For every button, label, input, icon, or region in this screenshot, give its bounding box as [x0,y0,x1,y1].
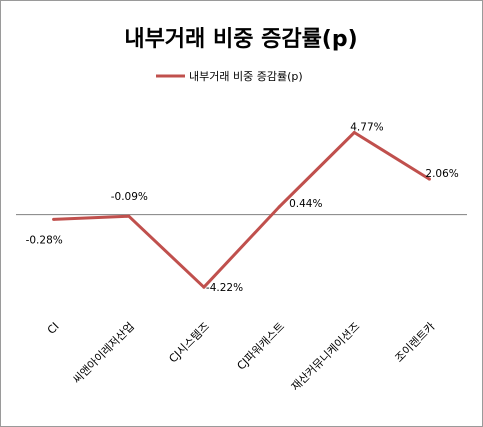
category-label: CJ시스템즈 [166,320,212,366]
data-point [127,214,131,218]
data-label: -0.09% [111,191,148,203]
category-label: CI [45,320,62,337]
category-axis-labels: CI 씨앤아이레저산업 CJ시스템즈 CJ파워캐스트 재산커뮤니케이션즈 조이렌트카 [45,320,438,394]
data-point [352,131,356,134]
data-label: -4.22% [206,282,243,294]
data-label: -0.28% [26,234,63,246]
chart-title: 내부거래 비중 증감률(p) [124,27,357,52]
data-labels: -0.28% -0.09% -4.22% 0.44% 4.77% 2.06% [26,122,459,295]
legend-label: 내부거래 비중 증감률(p) [189,70,303,83]
data-point [202,285,206,289]
data-point [52,217,56,221]
legend: 내부거래 비중 증감률(p) [156,70,303,83]
category-label: 씨앤아이레저산업 [70,320,136,386]
data-point [277,205,281,209]
category-label: 조이렌트카 [393,320,438,365]
data-label: 0.44% [289,198,322,210]
data-label: 2.06% [425,168,458,180]
series-layer [52,131,431,289]
category-label: 재산커뮤니케이션즈 [289,320,363,394]
series-line [53,131,431,289]
data-point [427,177,431,181]
category-label: CJ파워캐스트 [235,320,288,373]
data-label: 4.77% [350,122,383,134]
